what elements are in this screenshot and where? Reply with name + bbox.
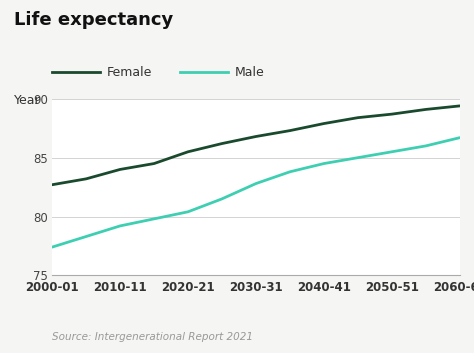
Female [185,150,191,154]
Line: Female: Female [52,106,460,185]
Male [83,234,89,239]
Male [457,136,463,140]
Male [219,197,225,201]
Text: Female: Female [107,66,152,79]
Female [355,115,361,120]
Male [389,150,395,154]
Female [321,121,327,126]
Female [389,112,395,116]
Female [423,107,428,112]
Text: Life expectancy: Life expectancy [14,11,173,29]
Male [117,224,123,228]
Male [287,170,293,174]
Text: Year: Year [14,94,41,107]
Female [457,104,463,108]
Male [185,210,191,214]
Male [253,181,259,186]
Male [49,245,55,249]
Male [321,161,327,166]
Female [49,183,55,187]
Female [219,142,225,146]
Female [287,128,293,133]
Male [423,144,428,148]
Female [117,167,123,172]
Male [355,156,361,160]
Female [151,161,157,166]
Female [253,134,259,139]
Male [151,217,157,221]
Text: Male: Male [235,66,264,79]
Line: Male: Male [52,138,460,247]
Female [83,177,89,181]
Text: Source: Intergenerational Report 2021: Source: Intergenerational Report 2021 [52,333,253,342]
